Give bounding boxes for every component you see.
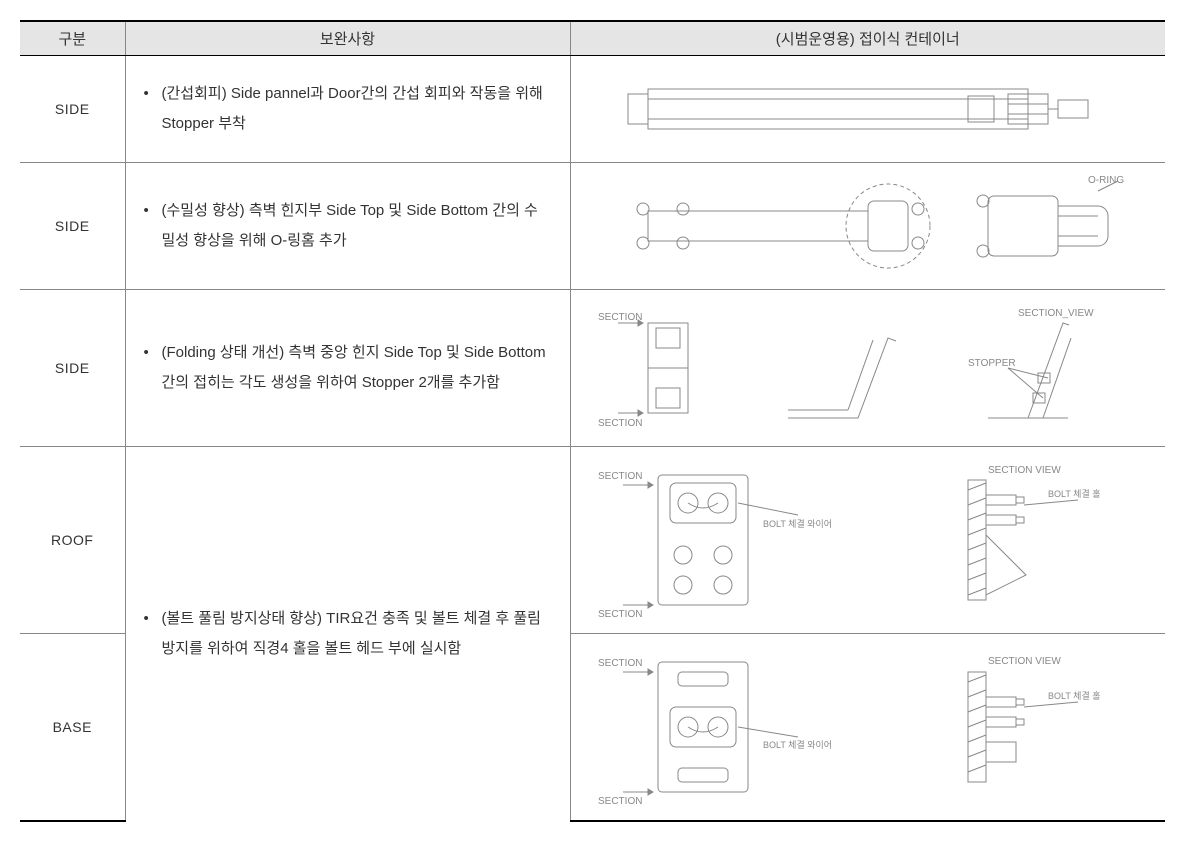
diagram-cell: SECTION SECTION BOLT 체결 와이어 <box>570 634 1165 822</box>
table-row: SIDE (수밀성 향상) 측벽 힌지부 Side Top 및 Side Bot… <box>20 163 1165 290</box>
category-cell: SIDE <box>20 163 125 290</box>
label-section: SECTION <box>598 609 642 620</box>
label-oring: O-RING <box>1088 175 1124 186</box>
diagram-bolt-base: SECTION SECTION BOLT 체결 와이어 <box>579 642 1158 812</box>
spec-table: 구분 보완사항 (시범운영용) 접이식 컨테이너 SIDE (간섭회피) Sid… <box>20 20 1165 822</box>
label-section: SECTION <box>598 658 642 669</box>
schematic-icon: SECTION SECTION BOLT 체결 와이어 <box>588 642 1148 812</box>
diagram-bracket-long <box>579 64 1158 154</box>
label-section: SECTION <box>598 796 642 807</box>
label-section: SECTION <box>598 471 642 482</box>
label-bolt: BOLT 체결 와이어 <box>763 739 832 750</box>
diagram-cell: SECTION SECTION <box>570 290 1165 447</box>
bullet-text: (간섭회피) Side pannel과 Door간의 간섭 회피와 작동을 위해… <box>144 79 552 139</box>
category-cell: SIDE <box>20 56 125 163</box>
table-row: SIDE (간섭회피) Side pannel과 Door간의 간섭 회피와 작… <box>20 56 1165 163</box>
description-cell: (간섭회피) Side pannel과 Door간의 간섭 회피와 작동을 위해… <box>125 56 570 163</box>
diagram-cell: SECTION SECTION BOLT 체결 와이어 <box>570 447 1165 634</box>
label-bolt: BOLT 체결 와이어 <box>763 518 832 529</box>
schematic-icon <box>608 64 1128 154</box>
label-view: SECTION VIEW <box>988 656 1061 667</box>
table-row: SIDE (Folding 상태 개선) 측벽 중앙 힌지 Side Top 및… <box>20 290 1165 447</box>
label-view: SECTION_VIEW <box>1018 308 1094 319</box>
diagram-cell: O-RING <box>570 163 1165 290</box>
description-cell: (볼트 풀림 방지상태 향상) TIR요건 충족 및 볼트 체결 후 풀림방지를… <box>125 447 570 822</box>
schematic-icon: SECTION SECTION BOLT 체결 와이어 <box>588 455 1148 625</box>
category-cell: SIDE <box>20 290 125 447</box>
label-view: SECTION VIEW <box>988 465 1061 476</box>
header-diagram: (시범운영용) 접이식 컨테이너 <box>570 21 1165 56</box>
category-cell: ROOF <box>20 447 125 634</box>
diagram-bolt-roof: SECTION SECTION BOLT 체결 와이어 <box>579 455 1158 625</box>
label-bolt: BOLT 체결 홀 <box>1048 690 1101 701</box>
table-row: ROOF (볼트 풀림 방지상태 향상) TIR요건 충족 및 볼트 체결 후 … <box>20 447 1165 634</box>
description-cell: (수밀성 향상) 측벽 힌지부 Side Top 및 Side Bottom 간… <box>125 163 570 290</box>
label-section: SECTION <box>598 418 642 429</box>
diagram-cell <box>570 56 1165 163</box>
schematic-icon: SECTION SECTION <box>588 298 1148 438</box>
schematic-icon: O-RING <box>588 171 1148 281</box>
description-cell: (Folding 상태 개선) 측벽 중앙 힌지 Side Top 및 Side… <box>125 290 570 447</box>
bullet-text: (Folding 상태 개선) 측벽 중앙 힌지 Side Top 및 Side… <box>144 338 552 398</box>
category-cell: BASE <box>20 634 125 822</box>
bullet-text: (볼트 풀림 방지상태 향상) TIR요건 충족 및 볼트 체결 후 풀림방지를… <box>144 604 552 664</box>
header-category: 구분 <box>20 21 125 56</box>
label-bolt: BOLT 체결 홀 <box>1048 488 1101 499</box>
bullet-text: (수밀성 향상) 측벽 힌지부 Side Top 및 Side Bottom 간… <box>144 196 552 256</box>
label-stopper: STOPPER <box>968 358 1016 369</box>
header-description: 보완사항 <box>125 21 570 56</box>
label-section: SECTION <box>598 312 642 323</box>
header-row: 구분 보완사항 (시범운영용) 접이식 컨테이너 <box>20 21 1165 56</box>
diagram-hinge-oring: O-RING <box>579 171 1158 281</box>
diagram-fold-stopper: SECTION SECTION <box>579 298 1158 438</box>
